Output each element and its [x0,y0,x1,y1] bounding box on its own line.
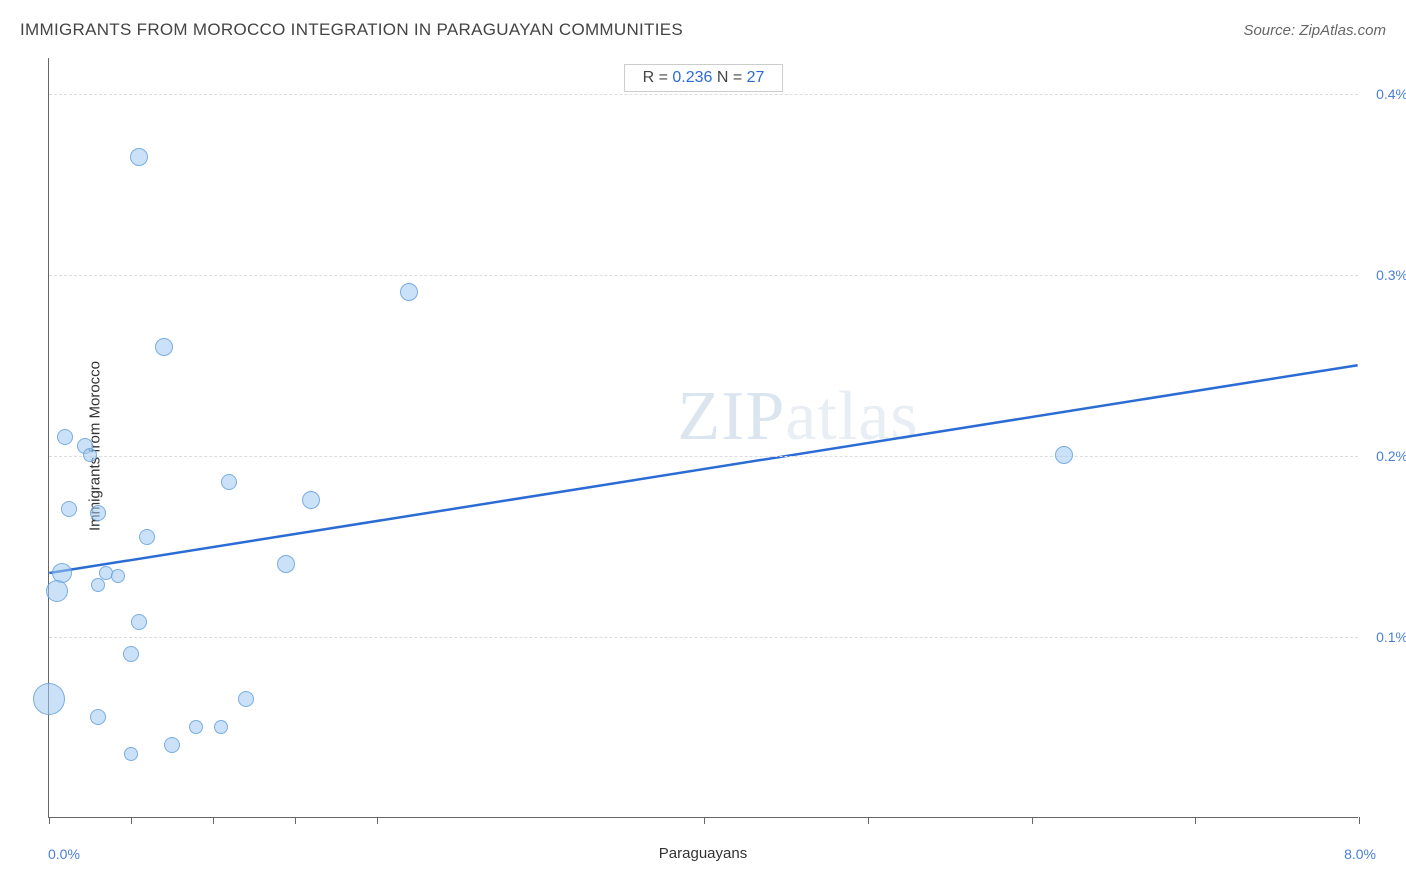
data-point [57,429,73,445]
x-tick [1195,817,1196,824]
data-point [131,614,147,630]
data-point [400,283,418,301]
x-axis-title: Paraguayans [659,845,747,862]
data-point [189,720,203,734]
data-point [139,529,155,545]
data-point [221,474,237,490]
x-tick [868,817,869,824]
data-point [83,448,97,462]
data-point [155,338,173,356]
x-tick [213,817,214,824]
data-point [91,578,105,592]
data-point [61,501,77,517]
watermark-thin: atlas [785,378,918,455]
data-point [302,491,320,509]
stats-box: R = 0.236 N = 27 [624,64,784,92]
data-point [277,555,295,573]
gridline-h [49,94,1358,95]
data-point [164,737,180,753]
data-point [90,505,106,521]
data-point [46,580,68,602]
y-tick-label: 0.4% [1364,86,1406,102]
x-axis-max-label: 8.0% [1344,846,1376,862]
gridline-h [49,275,1358,276]
x-tick [49,817,50,824]
y-tick-label: 0.3% [1364,267,1406,283]
n-label: N = [712,69,746,86]
data-point [123,646,139,662]
x-tick [377,817,378,824]
gridline-h [49,637,1358,638]
data-point [214,720,228,734]
gridline-h [49,456,1358,457]
n-value: 27 [747,69,765,86]
x-tick [131,817,132,824]
x-tick [1032,817,1033,824]
r-label: R = [643,69,673,86]
x-tick [704,817,705,824]
data-point [1055,446,1073,464]
data-point [130,148,148,166]
plot-area: R = 0.236 N = 27 ZIPatlas [48,58,1358,818]
data-point [238,691,254,707]
r-value: 0.236 [672,69,712,86]
data-point [124,747,138,761]
data-point [33,683,65,715]
x-tick [1359,817,1360,824]
watermark: ZIPatlas [677,377,918,457]
y-tick-label: 0.1% [1364,629,1406,645]
data-point [111,569,125,583]
watermark-bold: ZIP [677,378,785,455]
data-point [90,709,106,725]
source-attribution: Source: ZipAtlas.com [1243,22,1386,39]
x-axis-min-label: 0.0% [48,846,80,862]
chart-title: IMMIGRANTS FROM MOROCCO INTEGRATION IN P… [20,20,683,40]
y-tick-label: 0.2% [1364,448,1406,464]
x-tick [295,817,296,824]
